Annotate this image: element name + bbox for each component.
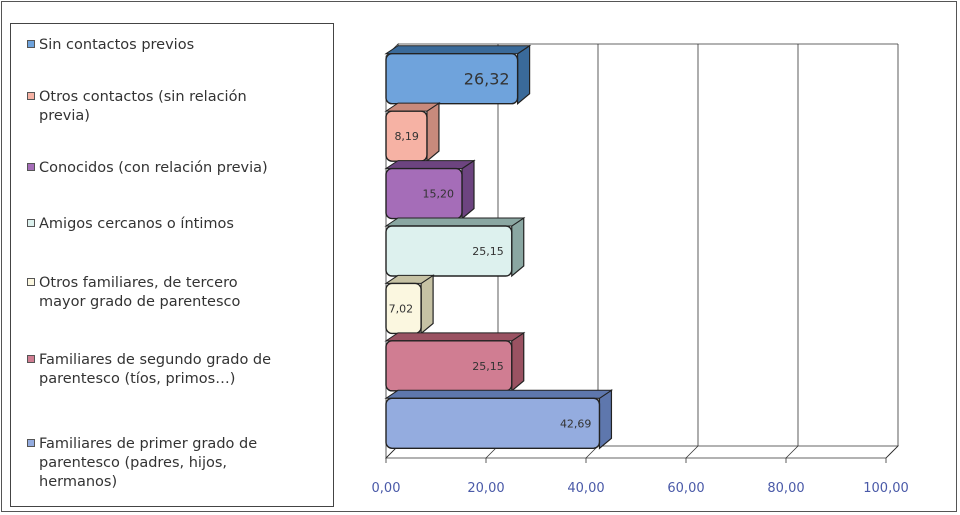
bar-end-cap <box>426 102 440 163</box>
legend-item-otros-contactos: Otros contactos (sin relación previa) <box>27 88 329 126</box>
chart-bars: 26,32 8,19 15,20 25,15 7,02 25,15 42,69 <box>384 44 614 450</box>
bar-front-face <box>385 397 601 449</box>
x-tick-label: 100,00 <box>863 481 909 496</box>
legend-swatch <box>27 40 35 48</box>
bar-top-face <box>384 389 614 399</box>
bar: 26,32 <box>384 44 532 105</box>
bar: 25,15 <box>384 216 526 278</box>
bar-end-cap <box>461 159 475 220</box>
x-tick-label: 0,00 <box>372 481 401 496</box>
bar-end-cap <box>598 389 613 450</box>
bar-front-face <box>385 53 519 105</box>
bar-end-cap <box>511 216 525 278</box>
bar-value-label: 25,15 <box>472 245 504 258</box>
bar: 25,15 <box>384 331 526 393</box>
legend-label: parentesco (tíos, primos…) <box>39 371 236 387</box>
bar-top-face <box>384 332 526 342</box>
bar-value-label: 25,15 <box>472 360 504 373</box>
floor-tick <box>785 445 799 459</box>
bar-top-face <box>384 45 532 55</box>
bar-value-label: 15,20 <box>423 188 455 201</box>
legend: Sin contactos previos Otros contactos (s… <box>10 23 334 507</box>
legend-item-primer-grado: Familiares de primer grado de parentesco… <box>27 435 329 492</box>
legend-label: Familiares de primer grado de <box>39 436 258 452</box>
legend-item-amigos: Amigos cercanos o íntimos <box>27 215 329 234</box>
bar-top-face <box>384 160 476 170</box>
legend-label: Otros contactos (sin relación <box>39 89 247 105</box>
bar-front-face <box>385 225 513 277</box>
legend-label: Sin contactos previos <box>39 37 195 53</box>
legend-label: hermanos) <box>39 474 118 490</box>
bar-value-label: 42,69 <box>560 417 592 430</box>
legend-label: mayor grado de parentesco <box>39 294 241 310</box>
legend-swatch <box>27 92 35 100</box>
x-tick-label: 80,00 <box>767 481 804 496</box>
legend-label: parentesco (padres, hijos, <box>39 455 228 471</box>
bar-end-cap <box>517 44 531 105</box>
legend-swatch <box>27 219 35 227</box>
bar: 7,02 <box>384 274 435 335</box>
legend-swatch <box>27 163 35 171</box>
bar-value-label: 26,32 <box>464 70 510 89</box>
bar-value-label: 8,19 <box>394 130 419 143</box>
legend-swatch <box>27 355 35 363</box>
floor-tick <box>685 445 699 459</box>
legend-label: Otros familiares, de tercero <box>39 275 238 291</box>
legend-swatch <box>27 439 35 447</box>
legend-label: Conocidos (con relación previa) <box>39 160 268 176</box>
bar: 15,20 <box>384 159 476 220</box>
bar-value-label: 7,02 <box>389 302 414 315</box>
legend-label: Familiares de segundo grado de <box>39 352 272 368</box>
floor-tick <box>885 445 899 459</box>
bar-end-cap <box>511 331 525 393</box>
legend-label: Amigos cercanos o íntimos <box>39 216 234 232</box>
legend-swatch <box>27 278 35 286</box>
x-tick-label: 60,00 <box>667 481 704 496</box>
bar-chart: 26,32 8,19 15,20 25,15 7,02 25,15 42,69 0,00 20… <box>372 43 909 496</box>
bar: 8,19 <box>384 102 441 163</box>
bar-top-face <box>384 217 526 227</box>
x-axis-ticks: 0,00 20,00 40,00 60,00 80,00 100,00 <box>372 481 909 496</box>
legend-item-sin-contactos: Sin contactos previos <box>27 36 329 55</box>
legend-item-otros-familiares: Otros familiares, de tercero mayor grado… <box>27 274 329 312</box>
legend-item-conocidos: Conocidos (con relación previa) <box>27 159 329 178</box>
x-tick-label: 20,00 <box>467 481 504 496</box>
bar-end-cap <box>420 274 434 335</box>
legend-item-segundo-grado: Familiares de segundo grado de parentesc… <box>27 351 329 389</box>
x-tick-label: 40,00 <box>567 481 604 496</box>
legend-label: previa) <box>39 108 90 124</box>
bar: 42,69 <box>384 389 614 450</box>
